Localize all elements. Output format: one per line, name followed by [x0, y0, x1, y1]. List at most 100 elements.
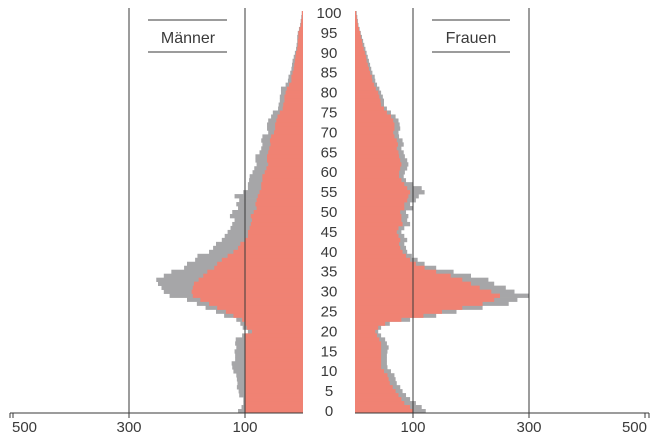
male-bar-inner-age-47	[250, 221, 303, 227]
female-bar-inner-age-64	[355, 154, 400, 159]
female-bar-inner-age-76	[355, 106, 384, 111]
male-bar-inner-age-87	[294, 62, 303, 68]
male-bar-inner-age-49	[250, 213, 303, 219]
female-bar-inner-age-16	[355, 345, 382, 350]
male-bar-inner-age-84	[291, 74, 303, 80]
female-bar-inner-age-29	[355, 293, 500, 298]
male-bar-inner-age-43	[245, 237, 303, 243]
male-bar-inner-age-55	[259, 190, 303, 195]
male-bar-inner-age-81	[286, 86, 303, 91]
female-bar-inner-age-1	[355, 405, 411, 410]
female-bar-inner-age-17	[355, 341, 382, 346]
male-bar-inner-age-45	[247, 229, 303, 235]
age-tick-label-35: 35	[321, 264, 338, 281]
male-bar-inner-age-62	[268, 162, 303, 167]
male-bar-inner-age-90	[296, 50, 303, 56]
male-bar-inner-age-34	[203, 273, 303, 279]
male-bar-inner-age-53	[256, 198, 303, 203]
age-tick-label-10: 10	[321, 363, 338, 380]
male-bar-inner-age-59	[262, 174, 303, 179]
male-bar-inner-age-23	[242, 317, 303, 322]
female-bar-inner-age-81	[355, 86, 376, 91]
female-bar-inner-age-85	[355, 70, 371, 76]
female-bar-inner-age-87	[355, 62, 368, 68]
male-bar-inner-age-68	[269, 138, 303, 143]
male-bar-inner-age-3	[245, 397, 303, 402]
male-bar-inner-age-40	[233, 249, 303, 255]
male-bar-inner-age-71	[275, 126, 303, 131]
female-bar-inner-age-47	[355, 221, 403, 227]
male-bar-inner-age-2	[245, 401, 303, 406]
female-bar-inner-age-92	[355, 42, 363, 48]
male-bar-inner-age-98	[301, 18, 303, 24]
female-bar-inner-age-34	[355, 273, 451, 279]
male-bar-inner-age-48	[251, 217, 303, 223]
male-bar-inner-age-6	[245, 385, 303, 390]
male-bar-inner-age-28	[200, 297, 303, 302]
age-tick-label-30: 30	[321, 284, 338, 301]
male-bar-inner-age-10	[245, 369, 303, 374]
male-bar-inner-age-11	[245, 365, 303, 370]
female-bar-inner-age-11	[355, 365, 382, 370]
male-bar-inner-age-13	[245, 357, 303, 362]
female-bar-inner-age-94	[355, 34, 361, 40]
age-tick-label-65: 65	[321, 144, 338, 161]
male-bar-inner-age-5	[245, 389, 303, 394]
male-bar-inner-age-77	[283, 102, 303, 107]
x-tick-label-right-100: 100	[400, 419, 425, 436]
male-bar-inner-age-9	[245, 373, 303, 378]
male-bar-inner-age-7	[245, 381, 303, 386]
female-bar-inner-age-36	[355, 265, 425, 271]
male-bar-inner-age-54	[257, 194, 303, 199]
age-tick-label-40: 40	[321, 244, 338, 261]
female-bar-inner-age-0	[355, 409, 413, 414]
male-bar-inner-age-72	[275, 122, 303, 127]
male-bar-inner-age-15	[245, 349, 303, 354]
female-bar-inner-age-56	[355, 186, 408, 191]
male-bar-inner-age-97	[300, 22, 303, 28]
male-bar-inner-age-58	[262, 178, 303, 183]
male-bar-inner-age-31	[192, 285, 303, 290]
female-bar-inner-age-50	[355, 210, 401, 215]
male-bar-inner-age-22	[245, 321, 303, 326]
male-bar-inner-age-61	[266, 166, 303, 171]
male-bar-inner-age-95	[298, 30, 303, 36]
female-bar-inner-age-22	[355, 321, 386, 326]
female-bar-inner-age-90	[355, 50, 365, 56]
female-bar-inner-age-77	[355, 102, 382, 107]
female-bar-inner-age-20	[355, 329, 376, 334]
male-bar-inner-age-17	[245, 341, 303, 346]
female-bar-inner-age-12	[355, 361, 382, 366]
male-bar-inner-age-30	[191, 289, 303, 294]
male-bar-inner-age-75	[279, 110, 303, 115]
male-label: Männer	[161, 30, 216, 47]
age-tick-label-50: 50	[321, 204, 338, 221]
male-bar-inner-age-33	[198, 277, 303, 282]
x-tick-label-left-300: 300	[116, 419, 141, 436]
male-bar-inner-age-32	[193, 281, 303, 286]
female-bar-inner-age-23	[355, 317, 402, 322]
male-bar-inner-age-76	[282, 106, 303, 111]
female-label: Frauen	[446, 30, 497, 47]
female-bar-inner-age-24	[355, 313, 424, 318]
male-bar-inner-age-14	[245, 353, 303, 358]
male-bar-inner-age-64	[267, 154, 303, 159]
female-bar-inner-age-62	[355, 162, 402, 167]
male-bar-inner-age-25	[225, 309, 303, 314]
age-tick-label-20: 20	[321, 323, 338, 340]
male-bar-inner-age-89	[295, 54, 303, 60]
female-bar-inner-age-57	[355, 182, 405, 187]
female-bar-inner-age-48	[355, 217, 402, 223]
male-bar-inner-age-88	[294, 58, 303, 64]
female-bar-inner-age-58	[355, 178, 402, 183]
female-bar-inner-age-63	[355, 158, 401, 163]
male-panel-label: Männer	[148, 19, 227, 53]
female-bar-inner-age-4	[355, 393, 399, 398]
female-bar-inner-age-6	[355, 385, 393, 390]
male-bar-inner-age-41	[238, 245, 303, 251]
female-bar-inner-age-67	[355, 142, 398, 147]
male-bar-inner-age-27	[209, 301, 303, 306]
age-tick-label-85: 85	[321, 65, 338, 82]
age-tick-label-95: 95	[321, 25, 338, 42]
